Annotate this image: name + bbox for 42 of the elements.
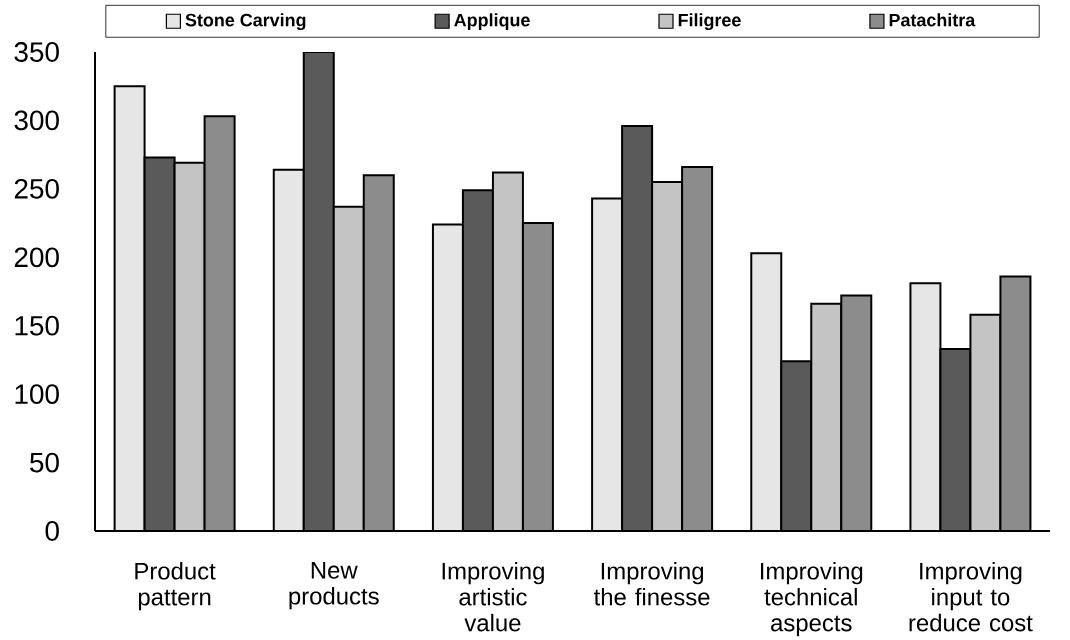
y-tick-label: 300 [14, 110, 59, 131]
y-tick-label: 250 [14, 178, 59, 199]
legend-label: Filigree [678, 13, 741, 31]
bar [333, 206, 364, 531]
bar [273, 169, 304, 531]
bar [652, 182, 683, 531]
x-tick-label: New products [289, 562, 379, 610]
x-tick-label: Improving input to reduce cost [909, 562, 1033, 632]
bar [682, 166, 713, 531]
bar [462, 190, 493, 531]
bar [811, 303, 842, 531]
x-tick-label: Improving the finesse [593, 562, 710, 606]
y-tick-label: 200 [14, 247, 59, 268]
bar [492, 172, 523, 531]
bar [751, 253, 782, 531]
legend-label: Patachitra [889, 13, 976, 27]
bar [592, 198, 623, 531]
bar [303, 52, 334, 531]
bar [909, 282, 942, 531]
bar [432, 224, 463, 531]
y-tick-label: 350 [14, 42, 59, 62]
bar [204, 116, 235, 531]
bar [363, 175, 394, 531]
y-tick-label: 50 [30, 452, 59, 473]
bar [841, 295, 872, 531]
legend-label: Stone Carving [185, 13, 306, 31]
y-tick-label: 150 [15, 315, 59, 336]
x-tick-label: Product pattern [135, 562, 216, 611]
bar [939, 347, 972, 531]
bar [174, 162, 205, 531]
x-tick-label: Improving technical aspects [760, 562, 863, 637]
bar [114, 86, 145, 531]
bar [622, 125, 653, 531]
bar [969, 313, 1002, 531]
bar [144, 157, 175, 531]
bar [522, 223, 553, 531]
y-tick-label: 100 [15, 384, 59, 405]
x-tick-label: Improving artistic value [442, 562, 544, 632]
y-tick-label: 0 [45, 521, 59, 541]
bar [999, 275, 1032, 531]
legend-label: Applique [454, 13, 530, 30]
bar [781, 361, 812, 531]
